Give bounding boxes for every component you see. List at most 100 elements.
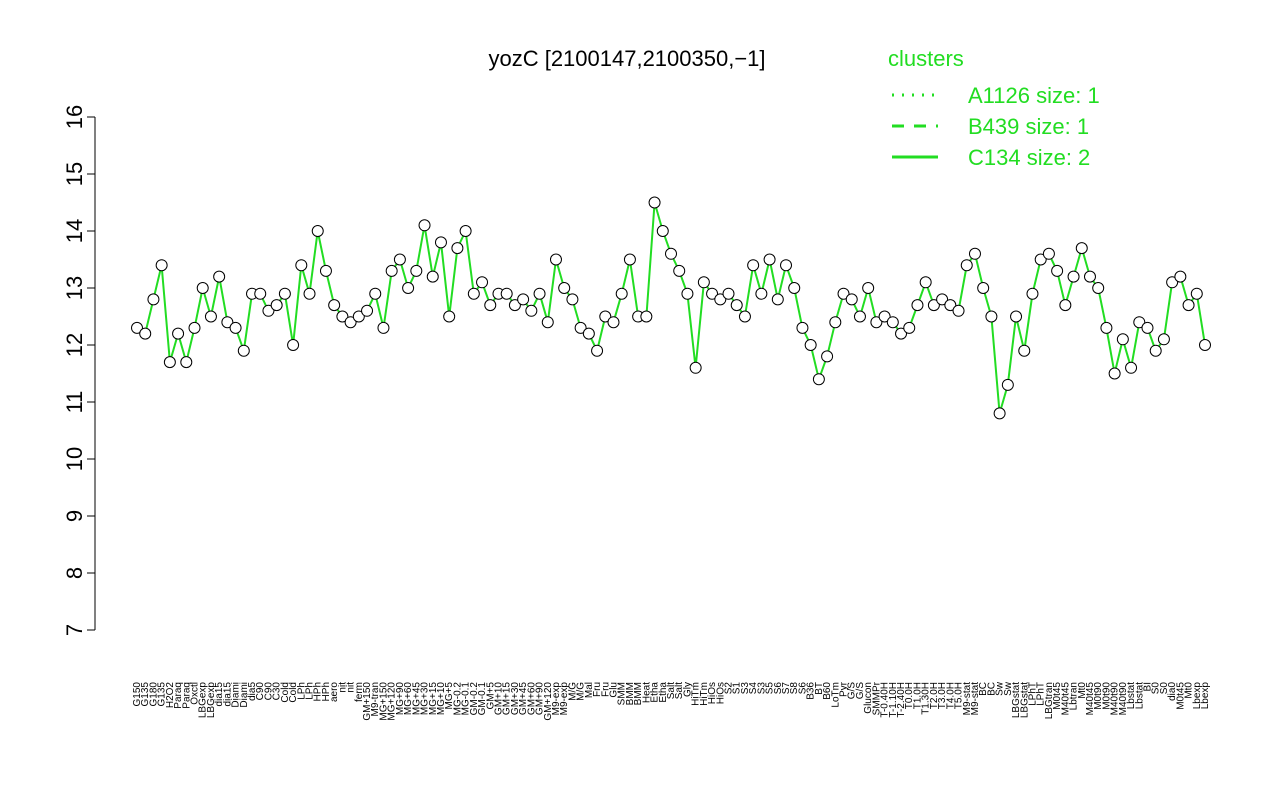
data-point [1149,344,1162,357]
x-tick-label: GM+60 [526,682,537,716]
x-tick-label: S5 [765,682,776,695]
data-point [812,373,825,386]
data-point [747,259,760,272]
x-tick-label: GM+15 [502,682,513,716]
x-tick-label: nit [337,682,348,693]
data-point [393,253,406,266]
x-tick-label: HiOs [715,682,726,704]
data-point [1083,270,1096,283]
x-tick-label: Mt0 [1077,682,1088,699]
data-point [697,276,710,289]
x-tick-label: Fru [600,682,611,697]
x-tick-label: C30 [272,682,283,701]
data-point [500,287,513,300]
data-point [722,287,735,300]
data-point [558,282,571,294]
data-point [1100,321,1113,334]
data-point [599,310,612,323]
x-tick-label: Gly [682,682,693,697]
x-tick-label: MG+45 [411,682,422,716]
data-point [352,310,365,323]
data-point [1174,270,1187,283]
x-tick-label: M/G [576,682,587,701]
x-tick-label: HiOs [707,682,718,704]
x-tick-label: T-2.40H [896,682,907,718]
x-tick-label: LPh [296,682,307,700]
x-tick-label: S0 [1151,682,1162,695]
x-tick-label: Heat [641,682,652,703]
x-tick-label: Lbstat [1134,682,1145,709]
data-point [738,310,751,323]
data-point [936,293,949,306]
x-tick-label: Cold [280,682,291,703]
x-tick-label: M40t45 [1060,682,1071,716]
x-tick-label: Glu [608,682,619,698]
x-tick-label: MG+5 [444,682,455,710]
x-tick-label: aero [329,682,340,702]
x-tick-label: G135 [140,682,151,707]
x-tick-label: Oxctl [190,682,201,705]
data-point [1067,270,1080,283]
data-point [229,321,242,334]
data-point [270,299,283,312]
data-point [237,344,250,357]
data-point [870,316,883,329]
x-tick-label: ferm [354,682,365,702]
x-tick-label: T1.30H [921,682,932,715]
x-tick-label: BMM [633,682,644,705]
data-point [1026,287,1039,300]
chart-title: yozC [2100147,2100350,−1] [488,46,765,71]
x-tick-label: Etha [650,682,661,703]
y-tick-label: 14 [62,219,87,243]
data-point [1133,316,1146,329]
data-point [484,299,497,312]
x-tick-label: LPhT [1036,682,1047,706]
data-point [278,287,291,300]
data-point [541,316,554,329]
x-tick-label: S4 [748,682,759,695]
x-tick-label: dia15 [222,682,233,707]
data-point [1157,333,1170,346]
x-tick-label: LBGexp [206,682,217,719]
x-tick-label: BC [986,682,997,696]
x-tick-label: B36 [806,682,817,700]
x-tick-label: T5.0H [954,682,965,709]
y-tick-label: 10 [62,447,87,471]
x-tick-label: GM+45 [518,682,529,716]
x-tick-label: BC [978,682,989,696]
data-point [730,299,743,312]
data-point [262,304,275,317]
x-tick-label: HPh [313,682,324,701]
x-tick-label: S8 [789,682,800,695]
data-point [1001,378,1014,391]
y-tick-label: 15 [62,162,87,186]
data-point [755,287,768,300]
x-tick-label: Diami [239,682,250,708]
x-tick-label: S6 [773,682,784,695]
data-line [136,202,1206,414]
data-point [139,327,152,340]
data-point [1166,276,1179,289]
x-tick-label: S2 [724,682,735,695]
data-point [788,282,801,294]
x-tick-label: T1.0H [912,682,923,709]
x-tick-label: M/G [567,682,578,701]
data-point [993,407,1006,420]
data-point [402,282,415,294]
data-point [640,310,653,323]
x-tick-label: T3.0H [937,682,948,709]
data-point [1182,299,1195,312]
data-point [623,253,636,266]
x-tick-label: Fru [592,682,603,697]
x-tick-label: M40t45 [1085,682,1096,716]
x-tick-label: M0t45 [1052,682,1063,710]
data-point [985,310,998,323]
x-tick-label: M0t45 [1175,682,1186,710]
x-tick-label: dia5 [247,682,258,701]
x-tick-label: Etha [658,682,669,703]
x-tick-label: HiTm [691,682,702,706]
data-point [303,287,316,300]
data-point [656,225,669,237]
data-point [944,299,957,312]
